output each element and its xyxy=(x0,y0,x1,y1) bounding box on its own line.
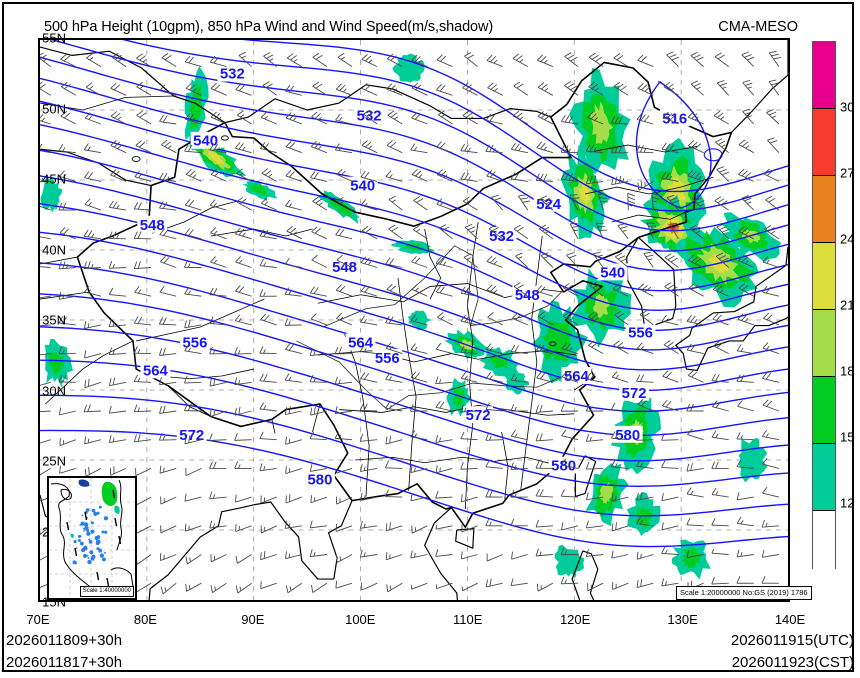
x-axis-tick-100E: 100E xyxy=(345,612,376,627)
svg-text:548: 548 xyxy=(140,218,165,234)
footer-valid-time-utc: 2026011915(UTC) xyxy=(730,632,854,649)
rivers xyxy=(296,245,593,411)
outer-frame xyxy=(2,2,854,672)
svg-text:532: 532 xyxy=(220,67,245,83)
colorbar-segment-15 xyxy=(813,377,835,444)
svg-text:540: 540 xyxy=(350,179,375,195)
colorbar-tick-27: 27 xyxy=(840,165,855,181)
map-canvas: 5325325405405485485565565165245325485405… xyxy=(40,40,788,600)
colorbar-tick-21: 21 xyxy=(840,297,855,313)
lake xyxy=(703,148,723,162)
colorbar[interactable] xyxy=(812,41,836,577)
chart-title: 500 hPa Height (10gpm), 850 hPa Wind and… xyxy=(44,19,494,35)
svg-text:540: 540 xyxy=(193,134,218,150)
svg-text:564: 564 xyxy=(348,335,374,351)
y-axis-tick-25N: 25N xyxy=(42,453,66,469)
colorbar-segment-12 xyxy=(813,444,835,511)
x-axis-tick-90E: 90E xyxy=(241,612,265,627)
colorbar-segment-27 xyxy=(813,109,835,176)
south-china-sea-inset[interactable]: Scale 1:40000000 xyxy=(47,476,137,600)
x-axis-tick-130E: 130E xyxy=(667,612,698,627)
wind-barbs xyxy=(40,50,782,595)
svg-text:572: 572 xyxy=(622,386,647,402)
colorbar-segment-0 xyxy=(813,511,835,577)
height-contours xyxy=(40,40,788,548)
svg-text:556: 556 xyxy=(628,326,653,342)
contour-labels: 5325325405405485485565565165245325485405… xyxy=(137,64,690,489)
svg-text:556: 556 xyxy=(375,351,400,367)
x-axis-tick-70E: 70E xyxy=(26,612,50,627)
svg-text:516: 516 xyxy=(662,111,687,127)
svg-text:556: 556 xyxy=(183,335,208,351)
colorbar-tick-30: 30 xyxy=(840,99,855,115)
inset-scale-label: Scale 1:40000000 xyxy=(79,586,134,597)
x-axis-tick-80E: 80E xyxy=(133,612,157,627)
y-axis-tick-30N: 30N xyxy=(42,383,66,398)
svg-text:540: 540 xyxy=(600,265,625,281)
footer-init-time-utc: 2026011809+30h xyxy=(6,632,123,649)
colorbar-tick-18: 18 xyxy=(840,363,855,379)
svg-text:564: 564 xyxy=(143,363,169,379)
y-axis-tick-45N: 45N xyxy=(42,171,66,187)
model-label: CMA-MESO xyxy=(718,19,798,35)
svg-text:572: 572 xyxy=(179,428,204,444)
colorbar-tick-24: 24 xyxy=(840,231,855,247)
y-axis-tick-50N: 50N xyxy=(42,101,66,116)
colorbar-segment-18 xyxy=(813,310,835,377)
lake xyxy=(131,156,141,162)
map-scale-label: Scale 1:20000000 No:GS (2019) 1786 xyxy=(676,586,812,600)
lake xyxy=(220,135,229,141)
svg-text:580: 580 xyxy=(551,459,576,475)
colorbar-tick-12: 12 xyxy=(840,495,855,511)
lake xyxy=(549,341,557,347)
inset-canvas xyxy=(49,478,135,598)
x-axis-tick-140E: 140E xyxy=(774,612,806,627)
y-axis-tick-40N: 40N xyxy=(42,242,66,257)
svg-text:532: 532 xyxy=(357,109,382,125)
y-axis-tick-35N: 35N xyxy=(42,312,66,328)
colorbar-segment-24 xyxy=(813,176,835,243)
colorbar-tick-15: 15 xyxy=(840,429,855,445)
footer-valid-time-cst: 2026011923(CST) xyxy=(731,654,854,671)
colorbar-segment-21 xyxy=(813,243,835,310)
x-axis-tick-110E: 110E xyxy=(453,612,483,627)
svg-text:564: 564 xyxy=(564,369,590,385)
svg-text:580: 580 xyxy=(615,428,640,444)
svg-text:572: 572 xyxy=(466,408,491,424)
y-axis-tick-55N: 55N xyxy=(42,30,66,46)
svg-text:548: 548 xyxy=(332,260,357,276)
svg-text:580: 580 xyxy=(308,473,333,489)
footer-init-time-cst: 2026011817+30h xyxy=(6,654,123,671)
map-plot-area[interactable]: 532 532 540 540 548 548 556 556 516 524 532 548 540 5… xyxy=(38,38,790,602)
colorbar-segment-30 xyxy=(813,42,835,109)
x-axis-tick-120E: 120E xyxy=(559,612,591,627)
